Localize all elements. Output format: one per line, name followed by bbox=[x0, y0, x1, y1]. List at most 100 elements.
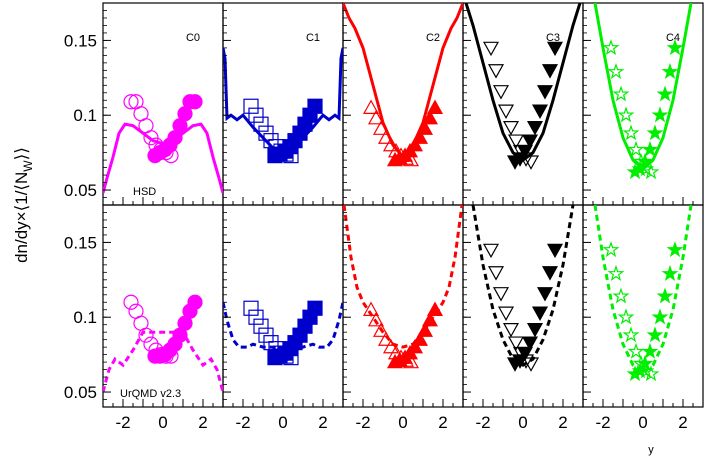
data-point-open-c1 bbox=[248, 107, 264, 123]
x-axis-label: y bbox=[648, 444, 654, 456]
data-point-filled-c3 bbox=[516, 346, 534, 362]
data-point-open-c2 bbox=[382, 338, 400, 354]
y-tick-label: 0.1 bbox=[73, 106, 97, 125]
data-point-open-c3 bbox=[497, 306, 515, 321]
data-point-filled-c4 bbox=[651, 106, 669, 123]
data-point-open-c4 bbox=[642, 163, 660, 180]
data-point-open-c1 bbox=[243, 98, 259, 114]
data-point-filled-c4 bbox=[656, 287, 674, 304]
data-point-open-c3 bbox=[487, 266, 505, 281]
y-axis-label: dn/dy×⟨1/⟨NW⟩⟩ bbox=[12, 147, 35, 263]
data-point-filled-c3 bbox=[546, 243, 564, 259]
y-axis-label-close: ⟩⟩ bbox=[12, 147, 31, 160]
data-point-open-c3 bbox=[507, 134, 525, 149]
data-point-open-c4 bbox=[602, 241, 620, 258]
data-point-open-c3 bbox=[502, 120, 520, 136]
panel-label-c2: C2 bbox=[426, 32, 440, 44]
x-tick-label: -2 bbox=[595, 413, 610, 432]
panel-frame-r0-c1 bbox=[222, 2, 344, 206]
data-point-filled-c2 bbox=[406, 136, 424, 152]
y-tick-label: 0.15 bbox=[64, 31, 97, 50]
data-point-filled-c0 bbox=[187, 294, 203, 310]
panel-label-c4: C4 bbox=[666, 32, 680, 44]
data-point-filled-c0 bbox=[187, 94, 203, 110]
data-point-filled-c1 bbox=[307, 300, 323, 316]
data-point-open-c4 bbox=[642, 365, 660, 382]
data-point-filled-c2 bbox=[421, 311, 439, 327]
data-point-filled-c4 bbox=[636, 354, 654, 371]
panel-label-c0: C0 bbox=[186, 32, 200, 44]
data-point-open-c4 bbox=[607, 62, 625, 79]
data-point-filled-c3 bbox=[536, 85, 554, 100]
y-tick-label: 0.05 bbox=[64, 181, 97, 200]
x-tick-label: -2 bbox=[235, 413, 250, 432]
data-point-filled-c4 bbox=[646, 124, 664, 141]
data-point-filled-c2 bbox=[426, 301, 444, 316]
data-point-open-c4 bbox=[627, 140, 645, 157]
urqmd-curve-c4 bbox=[593, 205, 693, 375]
data-point-filled-c4 bbox=[651, 308, 669, 325]
data-point-filled-c3 bbox=[536, 287, 554, 302]
x-tick-label: 2 bbox=[438, 413, 447, 432]
data-point-open-c4 bbox=[617, 308, 635, 325]
urqmd-curve-c0 bbox=[103, 330, 223, 393]
data-point-filled-c3 bbox=[531, 104, 549, 119]
hsd-curve-c2 bbox=[343, 3, 463, 160]
data-point-filled-c3 bbox=[521, 134, 539, 149]
data-points bbox=[123, 39, 684, 382]
data-point-filled-c3 bbox=[531, 306, 549, 321]
panel-frame-r1-c2 bbox=[342, 204, 464, 408]
data-point-filled-c2 bbox=[411, 331, 429, 346]
labels: dn/dy×⟨1/⟨NW⟩⟩ y 0.05 0.1 0.15 0.05 0.1 0.15 -… bbox=[12, 31, 688, 456]
urqmd-curve-c2 bbox=[343, 205, 463, 349]
x-tick-label: 2 bbox=[558, 413, 567, 432]
data-point-open-c4 bbox=[627, 342, 645, 359]
panel-frame-r1-c0 bbox=[102, 204, 224, 408]
x-tick-label: -2 bbox=[475, 413, 490, 432]
data-point-open-c4 bbox=[617, 106, 635, 123]
y-tick-label: 0.15 bbox=[64, 233, 97, 252]
data-point-open-c3 bbox=[507, 336, 525, 351]
data-point-filled-c3 bbox=[541, 266, 559, 281]
panel-frame-r0-c0 bbox=[102, 2, 224, 206]
row-label-urqmd: UrQMD v2.3 bbox=[120, 388, 181, 400]
data-point-open-c1 bbox=[253, 318, 269, 334]
data-point-open-c2 bbox=[377, 129, 395, 144]
x-tick-label: 2 bbox=[678, 413, 687, 432]
panel-label-c1: C1 bbox=[306, 32, 320, 44]
x-tick-label: 0 bbox=[158, 413, 167, 432]
x-tick-label: 0 bbox=[518, 413, 527, 432]
data-point-open-c4 bbox=[622, 326, 640, 343]
data-point-open-c4 bbox=[612, 85, 630, 102]
data-point-open-c3 bbox=[502, 322, 520, 338]
hsd-curve-c1 bbox=[223, 47, 343, 153]
data-point-filled-c4 bbox=[636, 152, 654, 169]
data-point-filled-c2 bbox=[406, 338, 424, 354]
data-point-filled-c3 bbox=[516, 144, 534, 160]
panel-label-c3: C3 bbox=[546, 32, 560, 44]
data-point-open-c2 bbox=[372, 120, 390, 135]
data-point-open-c3 bbox=[482, 41, 500, 57]
y-axis-label-main: dn/dy×⟨1/⟨N bbox=[12, 172, 31, 263]
data-point-filled-c3 bbox=[526, 120, 544, 136]
y-tick-label: 0.1 bbox=[73, 308, 97, 327]
data-point-open-c0 bbox=[138, 327, 154, 343]
x-tick-label: 0 bbox=[638, 413, 647, 432]
data-point-open-c2 bbox=[367, 311, 385, 327]
data-point-open-c2 bbox=[377, 331, 395, 346]
hsd-curve-c3 bbox=[464, 3, 582, 162]
data-point-filled-c1 bbox=[307, 98, 323, 114]
data-point-filled-c4 bbox=[666, 241, 684, 258]
data-point-filled-c4 bbox=[646, 326, 664, 343]
data-point-open-c0 bbox=[123, 294, 139, 310]
data-point-open-c2 bbox=[367, 109, 385, 125]
data-point-open-c4 bbox=[622, 124, 640, 141]
data-point-filled-c4 bbox=[666, 39, 684, 56]
hsd-curve-c4 bbox=[593, 3, 693, 172]
data-point-open-c3 bbox=[497, 104, 515, 119]
data-point-filled-c2 bbox=[421, 109, 439, 125]
panel-frame-r0-c3 bbox=[462, 2, 584, 206]
y-tick-label: 0.05 bbox=[64, 383, 97, 402]
data-point-filled-c4 bbox=[661, 264, 679, 281]
